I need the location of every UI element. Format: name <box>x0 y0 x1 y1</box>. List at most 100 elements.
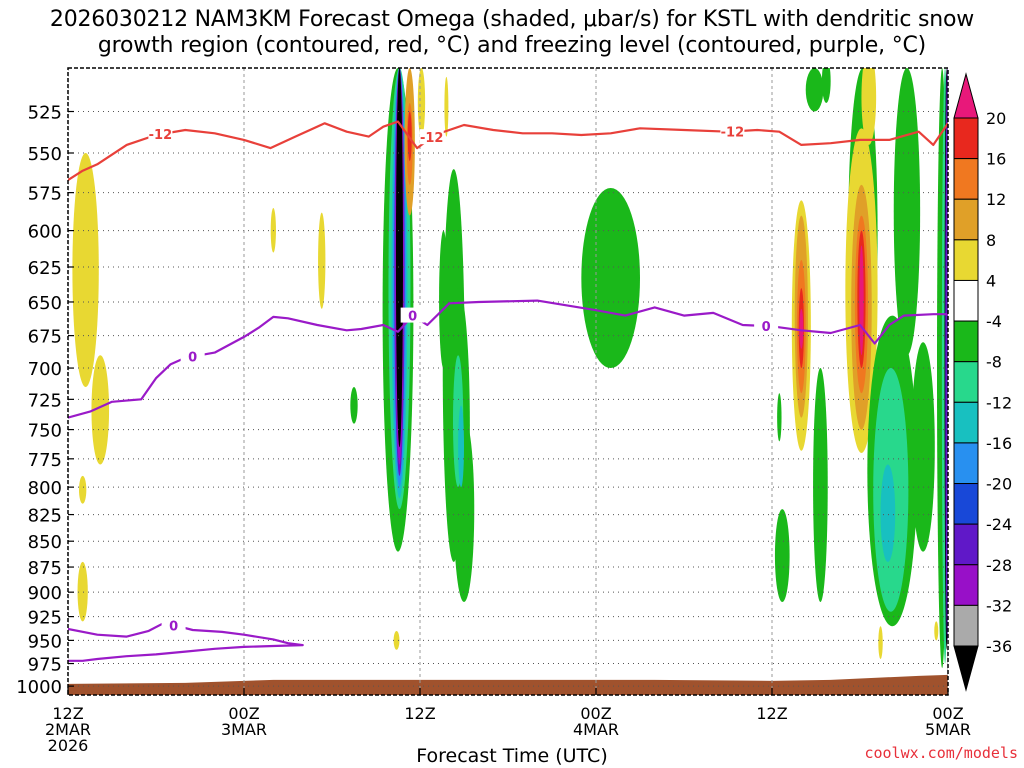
colorbar-swatch <box>953 279 979 322</box>
y-tick-label: 575 <box>28 184 62 205</box>
colorbar-swatch <box>953 158 979 200</box>
x-tick-label: 12Z <box>404 704 435 723</box>
y-tick-label: 625 <box>28 258 62 279</box>
omega-neg-blob <box>774 509 790 603</box>
omega-pos-blob <box>444 76 449 137</box>
colorbar-swatch <box>953 401 979 444</box>
contour-line <box>68 622 304 662</box>
contour-label: -12 <box>420 131 444 146</box>
contour-label: -12 <box>721 125 745 140</box>
grid <box>68 68 948 695</box>
x-tick-label: 00Z <box>580 704 611 723</box>
x-tick-label: 00Z <box>932 704 963 723</box>
omega-neg-blob <box>911 342 935 552</box>
omega-neg-blob <box>821 68 831 103</box>
omega-neg-blob <box>880 464 896 562</box>
colorbar-label: -32 <box>986 596 1012 615</box>
colorbar-swatch <box>953 117 979 160</box>
contour-label: 0 <box>408 310 417 325</box>
site-credit: coolwx.com/models <box>864 744 1018 762</box>
colorbar-swatch <box>953 604 979 647</box>
omega-neg-blob <box>777 393 782 442</box>
colorbar-swatch <box>953 564 979 606</box>
y-tick-label: 925 <box>28 608 62 629</box>
colorbar-min-arrow <box>953 645 979 692</box>
colorbar-swatch <box>953 361 979 403</box>
omega-pos-blob <box>79 475 87 504</box>
y-tick-label: 775 <box>28 450 62 471</box>
y-tick-label: 900 <box>28 583 62 604</box>
colorbar-label: -20 <box>986 475 1012 494</box>
colorbar-label: -28 <box>986 556 1012 575</box>
omega-pos-blob <box>859 245 864 356</box>
y-tick-label: 650 <box>28 293 62 314</box>
omega-neg-blob <box>805 68 824 112</box>
x-tick-label: 5MAR <box>925 720 971 739</box>
x-tick-label: 3MAR <box>221 720 267 739</box>
colorbar: 20 16 12 8 4 -4 -8 -12 -16 -20 -24 -28 -32 -36 <box>953 72 1012 692</box>
contour-label: 0 <box>188 351 197 366</box>
omega-pos-blob <box>91 355 110 465</box>
omega-neg-blob <box>395 68 403 448</box>
colorbar-label: 16 <box>986 150 1006 169</box>
x-tick-label: 2MAR <box>45 720 91 739</box>
omega-pos-blob <box>393 630 400 650</box>
y-tick-label: 600 <box>28 222 62 243</box>
y-tick-label: 525 <box>28 103 62 124</box>
colorbar-label: 4 <box>986 271 996 290</box>
colorbar-swatch <box>953 523 979 566</box>
terrain <box>68 674 948 695</box>
colorbar-label: -36 <box>986 637 1012 656</box>
omega-neg-blob <box>813 368 828 603</box>
y-tick-label: 700 <box>28 359 62 380</box>
colorbar-label: 12 <box>986 190 1006 209</box>
contour-label: 0 <box>762 320 771 335</box>
y-tick-label: 1000 <box>16 677 62 698</box>
omega-neg-blob <box>350 386 358 424</box>
y-tick-label: 850 <box>28 532 62 553</box>
x-tick-label: 4MAR <box>573 720 619 739</box>
y-tick-label: 725 <box>28 390 62 411</box>
colorbar-swatch <box>953 198 979 241</box>
x-tick-label: 2026 <box>48 736 89 755</box>
omega-neg-blob <box>458 405 465 488</box>
omega-neg-blob <box>439 230 448 369</box>
contour-line <box>68 120 948 182</box>
omega-neg-blob <box>893 68 921 356</box>
y-tick-label: 825 <box>28 506 62 527</box>
omega-pos-blob <box>77 561 88 622</box>
omega-pos-blob <box>72 152 99 387</box>
y-tick-label: 875 <box>28 558 62 579</box>
plot-area: -12 -12 -12 0 0 0 0 <box>68 68 948 695</box>
colorbar-label: 20 <box>986 109 1006 128</box>
colorbar-swatch <box>953 442 979 485</box>
colorbar-swatch <box>953 320 979 363</box>
colorbar-swatch <box>953 239 979 281</box>
colorbar-label: -8 <box>986 353 1002 372</box>
y-tick-label: 550 <box>28 144 62 165</box>
omega-pos-blob <box>934 621 939 641</box>
colorbar-swatch <box>953 483 979 525</box>
x-tick-label: 12Z <box>756 704 787 723</box>
colorbar-max-arrow <box>953 72 979 119</box>
omega-pos-blob <box>318 212 326 309</box>
omega-pos-blob <box>799 308 804 349</box>
y-tick-label: 800 <box>28 478 62 499</box>
y-tick-label: 950 <box>28 631 62 652</box>
omega-neg-blob <box>581 187 641 369</box>
omega-pos-blob <box>417 68 426 137</box>
x-tick-label: 00Z <box>228 704 259 723</box>
omega-pos-blob <box>878 626 883 659</box>
colorbar-label: -12 <box>986 393 1012 412</box>
y-tick-label: 675 <box>28 327 62 348</box>
y-tick-label: 750 <box>28 421 62 442</box>
x-tick-label: 12Z <box>52 704 83 723</box>
colorbar-label: -16 <box>986 434 1012 453</box>
chart-title-line-2: growth region (contoured, red, °C) and f… <box>97 33 927 58</box>
y-axis: 525 550 575 600 625 650 675 700 725 750 775 800 825 8… <box>16 103 74 698</box>
colorbar-label: 8 <box>986 231 996 250</box>
colorbar-label: -4 <box>986 312 1002 331</box>
contour-label: 0 <box>169 619 178 634</box>
